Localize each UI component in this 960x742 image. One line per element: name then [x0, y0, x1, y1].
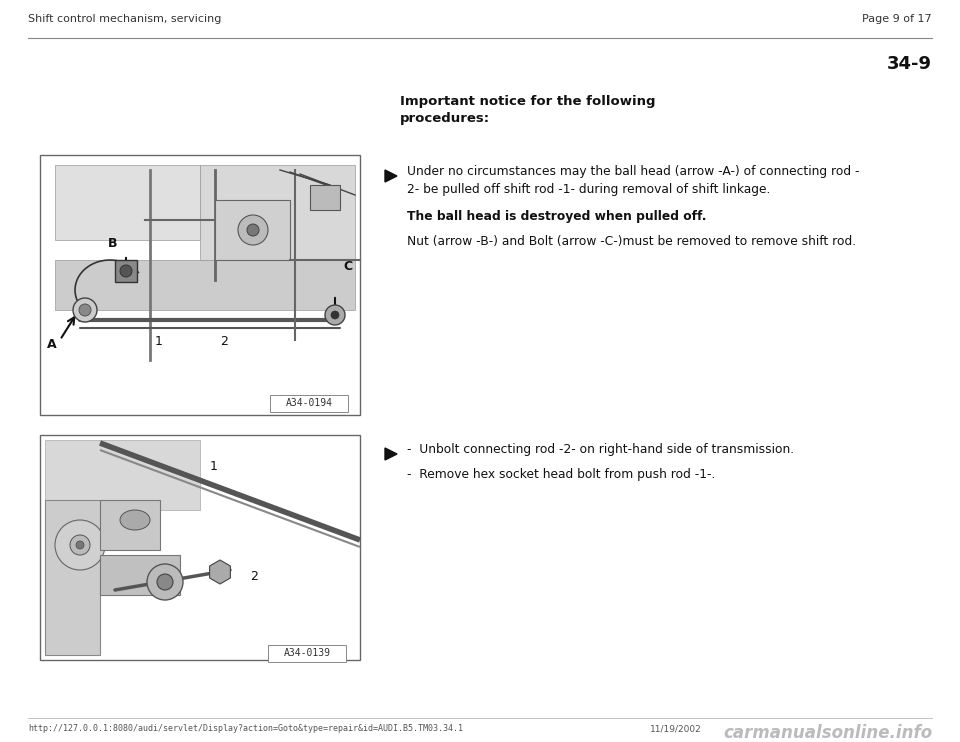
Circle shape — [70, 535, 90, 555]
Text: -  Unbolt connecting rod -2- on right-hand side of transmission.: - Unbolt connecting rod -2- on right-han… — [407, 443, 794, 456]
Text: The ball head is destroyed when pulled off.: The ball head is destroyed when pulled o… — [407, 210, 707, 223]
Bar — [310, 185, 340, 210]
Bar — [268, 645, 346, 662]
Circle shape — [76, 541, 84, 549]
Bar — [100, 555, 180, 595]
Text: Under no circumstances may the ball head (arrow -A-) of connecting rod -
2- be p: Under no circumstances may the ball head… — [407, 165, 859, 197]
Polygon shape — [45, 440, 200, 510]
Text: A34-0194: A34-0194 — [285, 398, 332, 408]
Polygon shape — [385, 170, 397, 182]
Polygon shape — [385, 448, 397, 460]
Text: 1: 1 — [210, 460, 218, 473]
Circle shape — [79, 304, 91, 316]
Bar — [100, 500, 160, 550]
Circle shape — [147, 564, 183, 600]
Text: A34-0139: A34-0139 — [283, 648, 330, 658]
Text: 11/19/2002: 11/19/2002 — [650, 724, 702, 733]
Circle shape — [55, 520, 105, 570]
Circle shape — [120, 265, 132, 277]
Text: Page 9 of 17: Page 9 of 17 — [862, 14, 932, 24]
Text: 1: 1 — [155, 335, 163, 348]
Polygon shape — [45, 500, 100, 655]
Text: 2: 2 — [220, 335, 228, 348]
Text: Shift control mechanism, servicing: Shift control mechanism, servicing — [28, 14, 222, 24]
Text: C: C — [344, 260, 352, 273]
Circle shape — [157, 574, 173, 590]
Text: -  Remove hex socket head bolt from push rod -1-.: - Remove hex socket head bolt from push … — [407, 468, 715, 481]
Polygon shape — [209, 560, 230, 584]
Circle shape — [331, 311, 339, 319]
Bar — [40, 155, 360, 415]
Text: 34-9: 34-9 — [887, 55, 932, 73]
Text: B: B — [108, 237, 118, 250]
Polygon shape — [200, 165, 355, 260]
Text: 2: 2 — [250, 570, 258, 583]
Bar — [115, 260, 137, 282]
Text: Nut (arrow -B-) and Bolt (arrow -C-)must be removed to remove shift rod.: Nut (arrow -B-) and Bolt (arrow -C-)must… — [407, 235, 856, 248]
Bar — [270, 395, 348, 412]
Circle shape — [247, 224, 259, 236]
Circle shape — [325, 305, 345, 325]
Circle shape — [238, 215, 268, 245]
Ellipse shape — [120, 510, 150, 530]
Polygon shape — [55, 260, 355, 310]
Text: A: A — [47, 338, 57, 351]
Bar — [40, 435, 360, 660]
Polygon shape — [215, 200, 290, 260]
Circle shape — [73, 298, 97, 322]
Polygon shape — [55, 165, 200, 240]
Text: carmanualsonline.info: carmanualsonline.info — [723, 724, 932, 742]
Text: Important notice for the following
procedures:: Important notice for the following proce… — [400, 95, 656, 125]
Text: http://127.0.0.1:8080/audi/servlet/Display?action=Goto&type=repair&id=AUDI.B5.TM: http://127.0.0.1:8080/audi/servlet/Displ… — [28, 724, 463, 733]
